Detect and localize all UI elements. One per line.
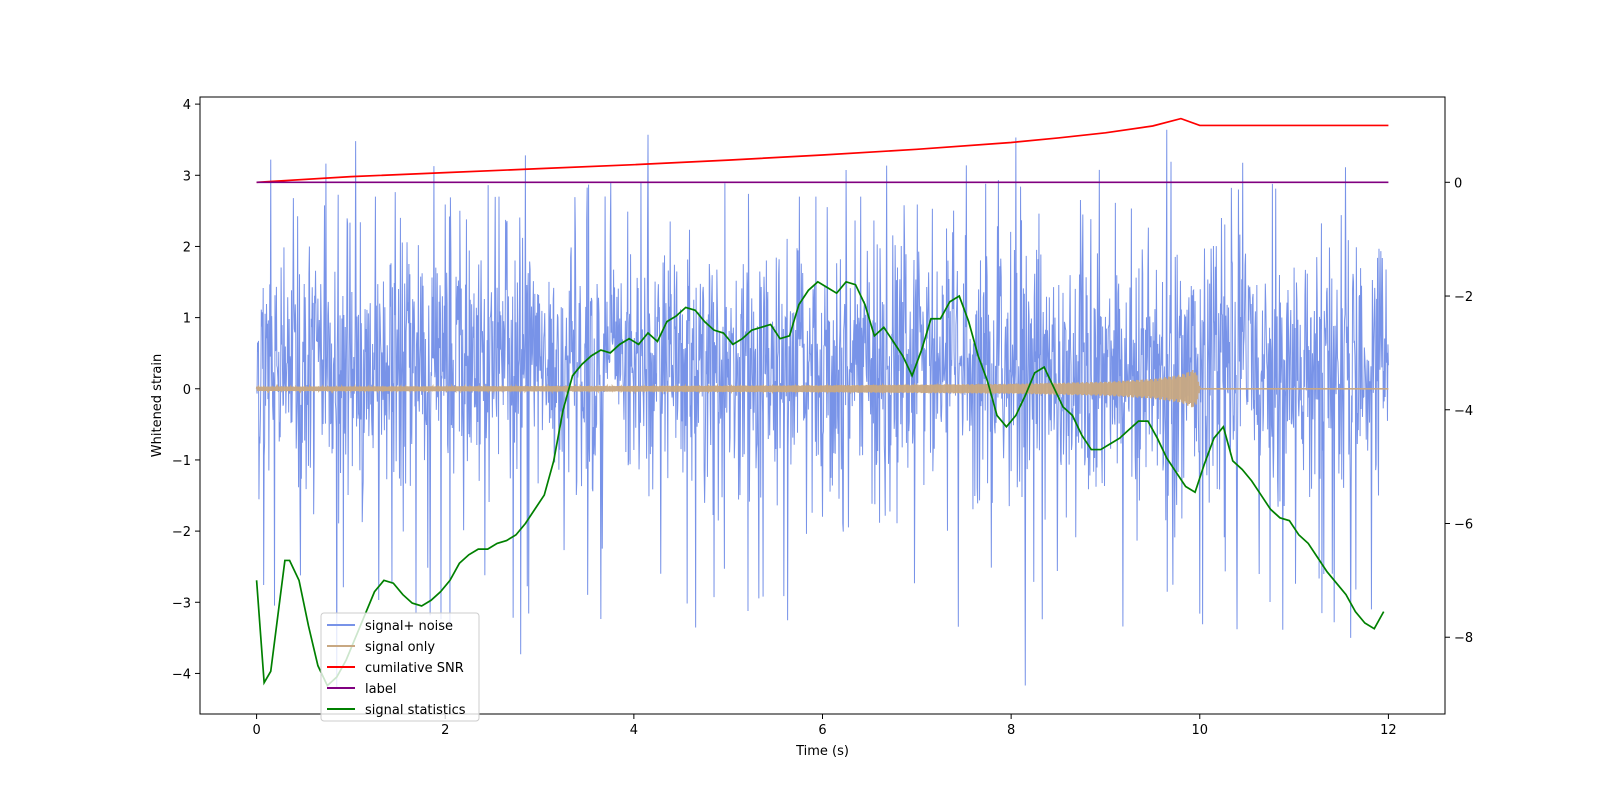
legend-label: signal only bbox=[365, 640, 435, 655]
y2-tick-label: −6 bbox=[1454, 517, 1473, 532]
legend-label: label bbox=[365, 682, 396, 697]
legend-box bbox=[320, 612, 480, 722]
y-axis-left: 4 3 2 1 0 −1 −2 −3 −4 bbox=[172, 98, 200, 682]
series-signal-statistics-line bbox=[255, 280, 1385, 687]
x-axis: 0 2 4 6 8 10 12 bbox=[252, 714, 1397, 738]
y2-tick-label: −2 bbox=[1454, 290, 1473, 305]
y-tick-label: 1 bbox=[183, 312, 191, 327]
x-tick-label: 4 bbox=[630, 723, 638, 738]
legend-label: signal statistics bbox=[365, 703, 466, 718]
y-axis-label: Whitened strain bbox=[150, 354, 165, 457]
y-tick-label: −2 bbox=[172, 525, 191, 540]
series-signal-noise-line bbox=[256, 129, 1389, 688]
y2-tick-label: 0 bbox=[1454, 176, 1462, 191]
y-tick-label: −4 bbox=[172, 667, 191, 682]
plot-area bbox=[255, 117, 1389, 688]
y2-tick-label: −8 bbox=[1454, 631, 1473, 646]
y-tick-label: 2 bbox=[183, 240, 191, 255]
y2-tick-label: −4 bbox=[1454, 404, 1473, 419]
series-cumilative-snr-line bbox=[256, 117, 1389, 184]
x-tick-label: 10 bbox=[1191, 723, 1208, 738]
y-axis-right: 0 −2 −4 −6 −8 bbox=[1445, 176, 1473, 646]
legend-label: signal+ noise bbox=[365, 619, 453, 634]
x-tick-label: 12 bbox=[1380, 723, 1397, 738]
legend-label: cumilative SNR bbox=[365, 661, 464, 676]
x-tick-label: 2 bbox=[441, 723, 449, 738]
y-tick-label: −1 bbox=[172, 454, 191, 469]
legend: signal+ noise signal only cumilative SNR la… bbox=[320, 612, 480, 722]
x-tick-label: 0 bbox=[252, 723, 260, 738]
x-tick-label: 6 bbox=[818, 723, 826, 738]
y-tick-label: −3 bbox=[172, 596, 191, 611]
y-tick-label: 0 bbox=[183, 383, 191, 398]
y-tick-label: 4 bbox=[183, 98, 191, 113]
x-axis-label: Time (s) bbox=[795, 744, 849, 759]
x-tick-label: 8 bbox=[1007, 723, 1015, 738]
y-tick-label: 3 bbox=[183, 169, 191, 184]
series-signal-only-line bbox=[255, 369, 1389, 408]
